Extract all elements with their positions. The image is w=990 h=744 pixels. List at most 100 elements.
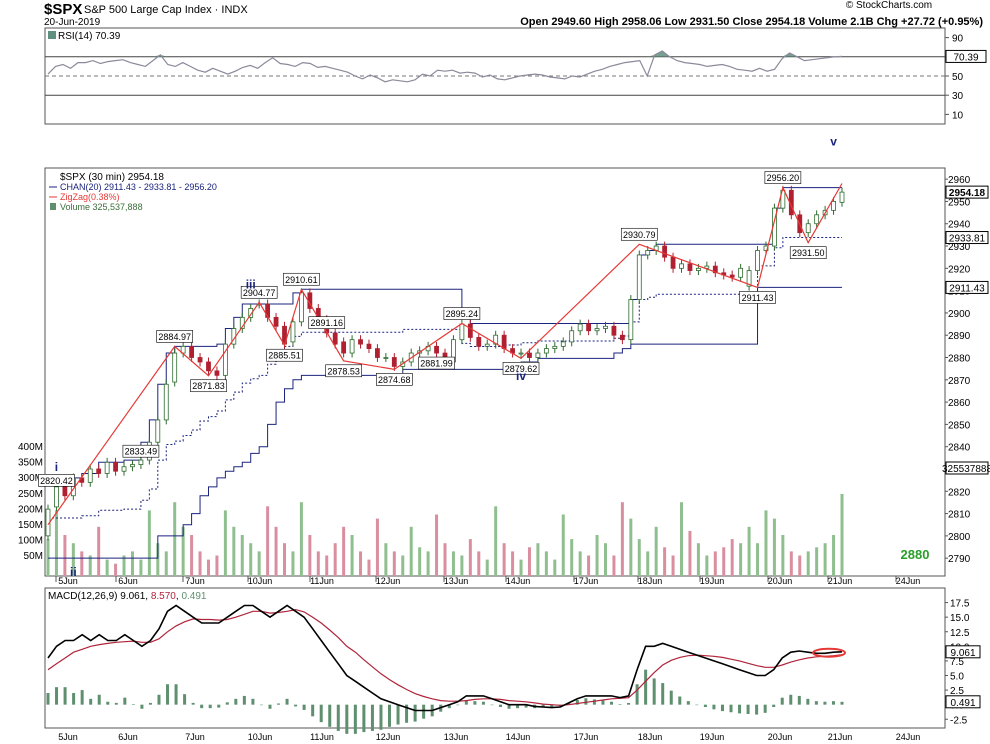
macd-histogram-bar (114, 702, 118, 705)
macd-tick-label: 5.0 (950, 672, 964, 683)
volume-bar (688, 530, 692, 576)
candle-body (560, 341, 566, 347)
volume-bar (257, 551, 261, 576)
macd-x-axis-label: 17Jun (574, 732, 599, 742)
macd-right-tag-value: 0.491 (950, 698, 975, 709)
macd-right-tag-value: 9.061 (950, 648, 975, 659)
macd-tick-label: 2.5 (950, 686, 964, 697)
candle-body (358, 339, 363, 345)
macd-histogram-bar (695, 704, 699, 706)
x-axis-label: 21Jun (828, 576, 853, 586)
macd-histogram-bar (464, 700, 468, 705)
volume-tick-label: 150M (18, 520, 43, 531)
candle-body (214, 370, 220, 376)
candle-body (434, 345, 439, 354)
price-label-box (308, 316, 346, 329)
volume-bar (105, 559, 109, 576)
candle-body (87, 468, 93, 483)
price-label-box (266, 348, 303, 362)
candle-body (476, 337, 482, 347)
volume-bar (747, 526, 751, 576)
macd-histogram-bar (72, 693, 76, 705)
macd-histogram-bar (797, 695, 801, 705)
volume-bar (739, 543, 743, 576)
volume-bar (299, 502, 303, 576)
price-label: 2884.97 (158, 332, 191, 342)
macd-histogram-bar (140, 704, 144, 709)
index-name-text: S&P 500 Large Cap Index (84, 4, 212, 16)
volume-legend-swatch (50, 203, 56, 210)
volume-bar (384, 543, 388, 576)
volume-bar (468, 539, 472, 576)
volume-bar (772, 518, 776, 576)
macd-histogram-bar (456, 704, 460, 706)
candle-body (628, 299, 634, 341)
macd-legend: MACD(12,26,9) 9.061, 8.570, 0.491 (48, 591, 207, 602)
candle-body (96, 468, 102, 474)
candle-body (467, 323, 473, 338)
macd-legend-text: MACD(12,26,9) 9.061, 8.570, 0.491 (48, 591, 207, 602)
price-label-box (620, 227, 658, 241)
volume-bar (536, 543, 540, 576)
macd-right-tag (945, 645, 981, 659)
macd-x-axis-label: 14Jun (506, 732, 531, 742)
macd-histogram-bar (780, 697, 784, 705)
price-right-tag (945, 231, 989, 245)
price-label-box (156, 330, 194, 343)
volume-bar (502, 543, 506, 576)
candle-body (383, 357, 389, 359)
volume-bar (46, 539, 50, 576)
price-label-box (190, 379, 227, 393)
macd-histogram-bar (319, 704, 323, 723)
macd-histogram-bar (601, 700, 605, 705)
volume-bar (519, 559, 523, 576)
volume-bar (832, 535, 836, 576)
macd-histogram-bar (473, 701, 477, 705)
macd-histogram-bar (63, 687, 67, 705)
volume-bar (223, 510, 227, 576)
candle-body (569, 330, 575, 343)
high-label: High (594, 16, 619, 28)
price-tick-label: 2940 (948, 220, 971, 231)
price-tick-label: 2810 (948, 510, 971, 521)
macd-histogram-bar (217, 704, 221, 708)
macd-histogram-bar (148, 702, 152, 705)
macd-x-axis-label: 10Jun (248, 732, 273, 742)
candle-body (687, 263, 693, 271)
volume-legend: Volume 325,537,888 (60, 202, 143, 212)
volume-label: Volume (808, 16, 847, 28)
candle-body (805, 223, 811, 234)
volume-bar (595, 535, 599, 576)
symbol: $SPX (44, 1, 82, 18)
candle-body (163, 383, 169, 421)
candle-body (679, 263, 684, 269)
macd-histogram-bar (507, 704, 511, 709)
candle-body (391, 357, 397, 367)
x-axis-label: 12Jun (376, 576, 401, 586)
volume-bar (544, 551, 548, 576)
macd-x-axis-label: 24Jun (896, 732, 921, 742)
macd-histogram-bar (379, 704, 383, 730)
volume-bar (130, 551, 134, 576)
zigzag-legend: ZigZag(0.38%) (60, 192, 120, 202)
macd-right-tag (945, 695, 981, 709)
price-label: 2878.53 (327, 366, 360, 376)
macd-histogram-bar (609, 701, 613, 705)
volume-bar (266, 506, 270, 576)
volume-bar (764, 510, 768, 576)
x-axis-label: 17Jun (574, 576, 599, 586)
candle-body (755, 250, 760, 271)
macd-histogram-bar (336, 704, 340, 731)
macd-histogram-bar (277, 703, 281, 705)
volume-bar (646, 551, 650, 576)
macd-histogram-bar (183, 694, 187, 705)
macd-histogram-bar (481, 701, 485, 705)
candle-body (594, 328, 600, 332)
macd-histogram-bar (234, 698, 238, 705)
macd-x-axis-label: 21Jun (828, 732, 853, 742)
volume-bar (88, 555, 92, 576)
candle-body (670, 256, 676, 269)
price-right-tag (945, 185, 989, 199)
price-tick-label: 2880 (948, 354, 971, 365)
macd-histogram-bar (490, 704, 494, 706)
